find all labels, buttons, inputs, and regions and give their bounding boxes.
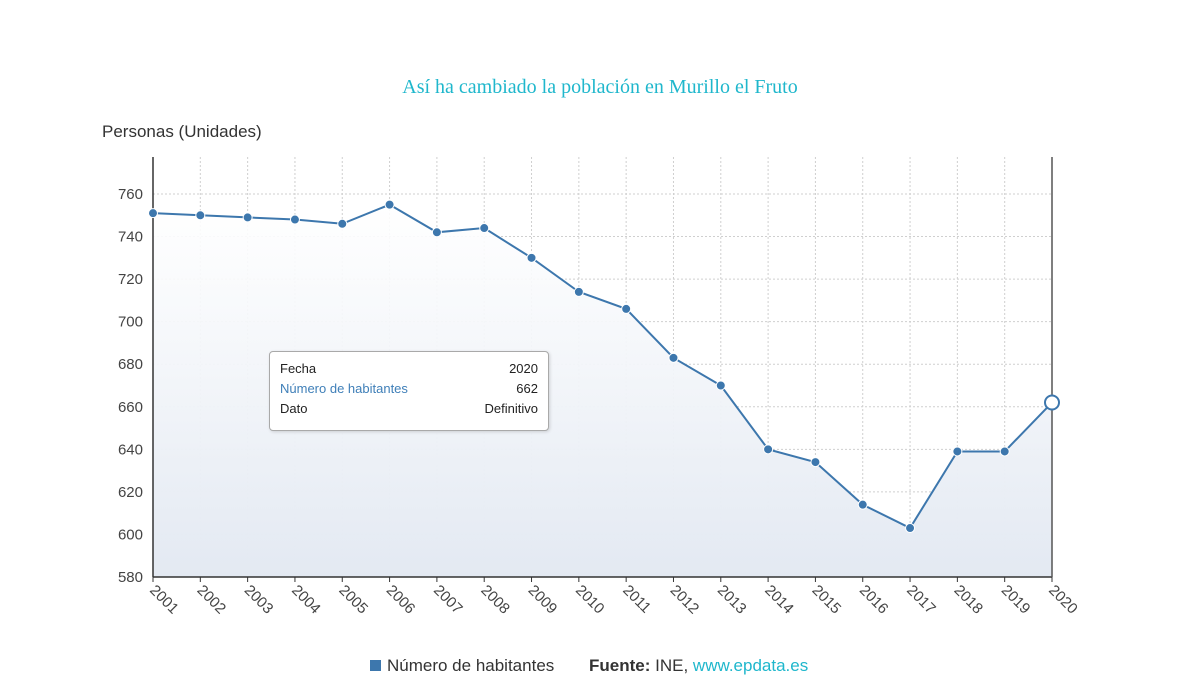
- y-tick-label: 720: [118, 271, 143, 288]
- tooltip-value: Definitivo: [484, 401, 538, 416]
- x-tick-label: 2005: [335, 582, 371, 618]
- data-point[interactable]: [242, 212, 253, 223]
- y-tick-labels: 580 600 620 640 660 680 700 720 740 760: [118, 186, 143, 586]
- data-point[interactable]: [479, 223, 490, 234]
- data-point-highlighted[interactable]: [1044, 394, 1060, 411]
- x-tick-label: 2020: [1045, 582, 1081, 618]
- tooltip-label: Número de habitantes: [280, 381, 408, 396]
- x-tick-label: 2012: [667, 582, 703, 618]
- series-line: [152, 203, 1053, 530]
- tooltip-label: Dato: [280, 401, 308, 416]
- data-point[interactable]: [195, 210, 206, 221]
- x-tick-label: 2001: [146, 582, 182, 618]
- y-tick-label: 740: [118, 229, 143, 246]
- x-tick-label: 2006: [383, 582, 419, 618]
- x-tick-label: 2010: [572, 582, 608, 618]
- x-tick-label: 2008: [477, 582, 513, 618]
- y-tick-label: 580: [118, 569, 143, 586]
- y-tick-label: 640: [118, 441, 143, 458]
- source-link[interactable]: www.epdata.es: [692, 656, 809, 675]
- source-note: Fuente: INE, www.epdata.es: [589, 656, 808, 675]
- data-point[interactable]: [573, 286, 584, 297]
- chart-title: Así ha cambiado la población en Murillo …: [402, 76, 798, 98]
- x-tick-labels: 2001 2002 2003 2004 2005 2006 2007 2008 2009 2010…: [146, 582, 1081, 618]
- legend-label: Número de habitantes: [387, 656, 555, 675]
- y-tick-label: 620: [118, 484, 143, 501]
- data-point[interactable]: [905, 523, 916, 534]
- data-tooltip: Fecha 2020 Número de habitantes 662 Dato…: [269, 351, 549, 431]
- x-tick-label: 2014: [761, 582, 797, 618]
- tooltip-label: Fecha: [280, 361, 317, 376]
- data-point[interactable]: [621, 303, 632, 314]
- y-tick-label: 760: [118, 186, 143, 203]
- x-tick-label: 2003: [241, 582, 277, 618]
- data-point[interactable]: [952, 446, 963, 457]
- area-fill: [153, 204, 1052, 577]
- source-text: INE,: [650, 656, 693, 675]
- data-point[interactable]: [857, 499, 868, 510]
- x-tick-label: 2018: [951, 582, 987, 618]
- y-tick-label: 660: [118, 399, 143, 416]
- data-point[interactable]: [148, 208, 158, 219]
- data-point[interactable]: [384, 199, 395, 210]
- legend-item[interactable]: Número de habitantes: [370, 656, 559, 675]
- data-point[interactable]: [289, 214, 300, 225]
- data-points: [148, 199, 1060, 534]
- x-tick-label: 2002: [193, 582, 229, 618]
- y-tick-label: 600: [118, 526, 143, 543]
- tooltip-row: Dato Definitivo: [280, 399, 538, 419]
- x-tick-label: 2009: [525, 582, 561, 618]
- x-tick-label: 2015: [809, 582, 845, 618]
- data-point[interactable]: [810, 457, 821, 468]
- data-point[interactable]: [999, 446, 1010, 457]
- x-tick-label: 2016: [856, 582, 892, 618]
- tooltip-value: 662: [516, 381, 538, 396]
- x-tick-label: 2004: [288, 582, 324, 618]
- tooltip-value: 2020: [509, 361, 538, 376]
- data-point[interactable]: [668, 352, 679, 363]
- x-tick-label: 2019: [998, 582, 1034, 618]
- tooltip-row: Número de habitantes 662: [280, 379, 538, 399]
- data-point[interactable]: [337, 218, 348, 229]
- legend-swatch-icon: [370, 660, 381, 671]
- x-tick-label: 2007: [430, 582, 466, 618]
- legend: Número de habitantes Fuente: INE, www.ep…: [370, 656, 808, 676]
- tooltip-row: Fecha 2020: [280, 359, 538, 379]
- x-tick-label: 2017: [903, 582, 939, 618]
- data-point[interactable]: [763, 444, 774, 455]
- y-axis-label: Personas (Unidades): [102, 122, 262, 141]
- data-point[interactable]: [526, 252, 537, 263]
- data-point[interactable]: [431, 227, 442, 238]
- data-point[interactable]: [715, 380, 726, 391]
- source-label: Fuente:: [589, 656, 651, 675]
- axes: [152, 157, 1053, 582]
- y-tick-label: 700: [118, 314, 143, 331]
- y-tick-label: 680: [118, 356, 143, 373]
- x-tick-label: 2013: [714, 582, 750, 618]
- x-tick-label: 2011: [619, 582, 654, 617]
